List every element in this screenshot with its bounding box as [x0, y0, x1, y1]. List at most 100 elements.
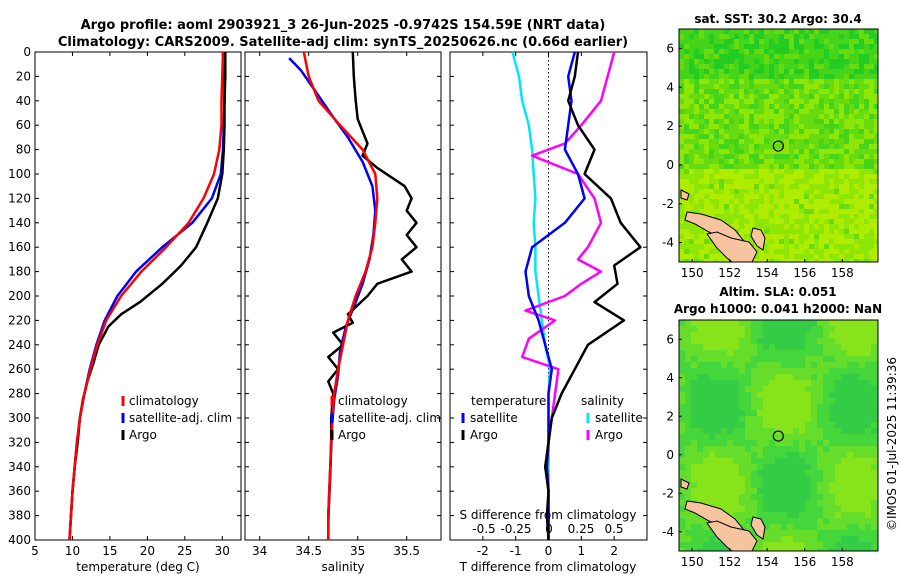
map-cell — [714, 179, 719, 184]
map-cell — [829, 398, 835, 404]
map-cell — [829, 224, 834, 229]
map-cell — [853, 332, 859, 338]
map-cell — [721, 500, 727, 506]
map-cell — [859, 350, 865, 356]
s-tick-label: 0.5 — [604, 522, 623, 536]
map-cell — [823, 494, 829, 500]
map-cell — [853, 452, 859, 458]
map-cell — [799, 139, 804, 144]
map-cell — [684, 224, 689, 229]
map-cell — [781, 548, 787, 551]
map-cell — [699, 49, 704, 54]
map-cell — [759, 149, 764, 154]
map-cell — [781, 338, 787, 344]
map-cell — [864, 134, 869, 139]
map-cell — [724, 209, 729, 214]
map-cell — [733, 332, 739, 338]
map-cell — [817, 542, 823, 548]
map-cell — [745, 350, 751, 356]
map-cell — [697, 362, 703, 368]
map-cell — [849, 149, 854, 154]
map-cell — [704, 109, 709, 114]
map-cell — [805, 530, 811, 536]
map-cell — [841, 548, 847, 551]
map-cell — [859, 39, 864, 44]
map-cell — [829, 350, 835, 356]
x-tick-label: 34.5 — [295, 544, 322, 558]
map-cell — [774, 59, 779, 64]
map-cell — [841, 470, 847, 476]
map-cell — [824, 54, 829, 59]
map-cell — [819, 74, 824, 79]
map-cell — [787, 548, 793, 551]
map-cell — [789, 54, 794, 59]
map-cell — [684, 154, 689, 159]
map-cell — [769, 84, 774, 89]
map-cell — [689, 209, 694, 214]
map-cell — [697, 338, 703, 344]
map-cell — [789, 224, 794, 229]
map-cell — [823, 386, 829, 392]
map-y-tick-label: 4 — [666, 371, 674, 385]
map-cell — [844, 169, 849, 174]
map-cell — [729, 59, 734, 64]
map-cell — [847, 512, 853, 518]
map-cell — [739, 392, 745, 398]
map-cell — [865, 440, 871, 446]
map-cell — [829, 34, 834, 39]
map-cell — [679, 114, 684, 119]
map-cell — [853, 356, 859, 362]
map-cell — [729, 164, 734, 169]
map-cell — [754, 214, 759, 219]
map-cell — [841, 356, 847, 362]
map-cell — [819, 119, 824, 124]
map-cell — [775, 326, 781, 332]
map-cell — [763, 488, 769, 494]
map-cell — [775, 458, 781, 464]
map-cell — [694, 139, 699, 144]
map-cell — [824, 189, 829, 194]
map-cell — [749, 149, 754, 154]
map-cell — [839, 249, 844, 254]
map-cell — [733, 458, 739, 464]
map-cell — [679, 169, 684, 174]
map-cell — [829, 536, 835, 542]
map-cell — [769, 34, 774, 39]
map-cell — [691, 464, 697, 470]
map-cell — [869, 64, 874, 69]
map-cell — [814, 199, 819, 204]
map-cell — [679, 229, 684, 234]
map-cell — [744, 84, 749, 89]
map-cell — [697, 452, 703, 458]
map-cell — [703, 446, 709, 452]
map-cell — [704, 54, 709, 59]
map-cell — [764, 69, 769, 74]
map-y-tick-label: 2 — [666, 409, 674, 423]
map-cell — [699, 244, 704, 249]
map-cell — [809, 119, 814, 124]
map-cell — [829, 542, 835, 548]
map-cell — [694, 79, 699, 84]
map-cell — [714, 134, 719, 139]
map-cell — [685, 320, 691, 326]
map-cell — [784, 214, 789, 219]
map-cell — [779, 124, 784, 129]
map-cell — [724, 99, 729, 104]
map-cell — [691, 470, 697, 476]
map-cell — [841, 338, 847, 344]
map-cell — [789, 149, 794, 154]
map-cell — [784, 174, 789, 179]
difference-xlabel: T difference from climatology — [459, 560, 637, 574]
map-cell — [689, 119, 694, 124]
map-cell — [745, 386, 751, 392]
map-cell — [849, 59, 854, 64]
map-cell — [864, 84, 869, 89]
map-cell — [823, 338, 829, 344]
map-cell — [787, 398, 793, 404]
map-cell — [754, 164, 759, 169]
map-cell — [754, 69, 759, 74]
map-cell — [865, 548, 871, 551]
map-cell — [805, 374, 811, 380]
map-cell — [689, 169, 694, 174]
argo-location-marker — [772, 140, 784, 152]
